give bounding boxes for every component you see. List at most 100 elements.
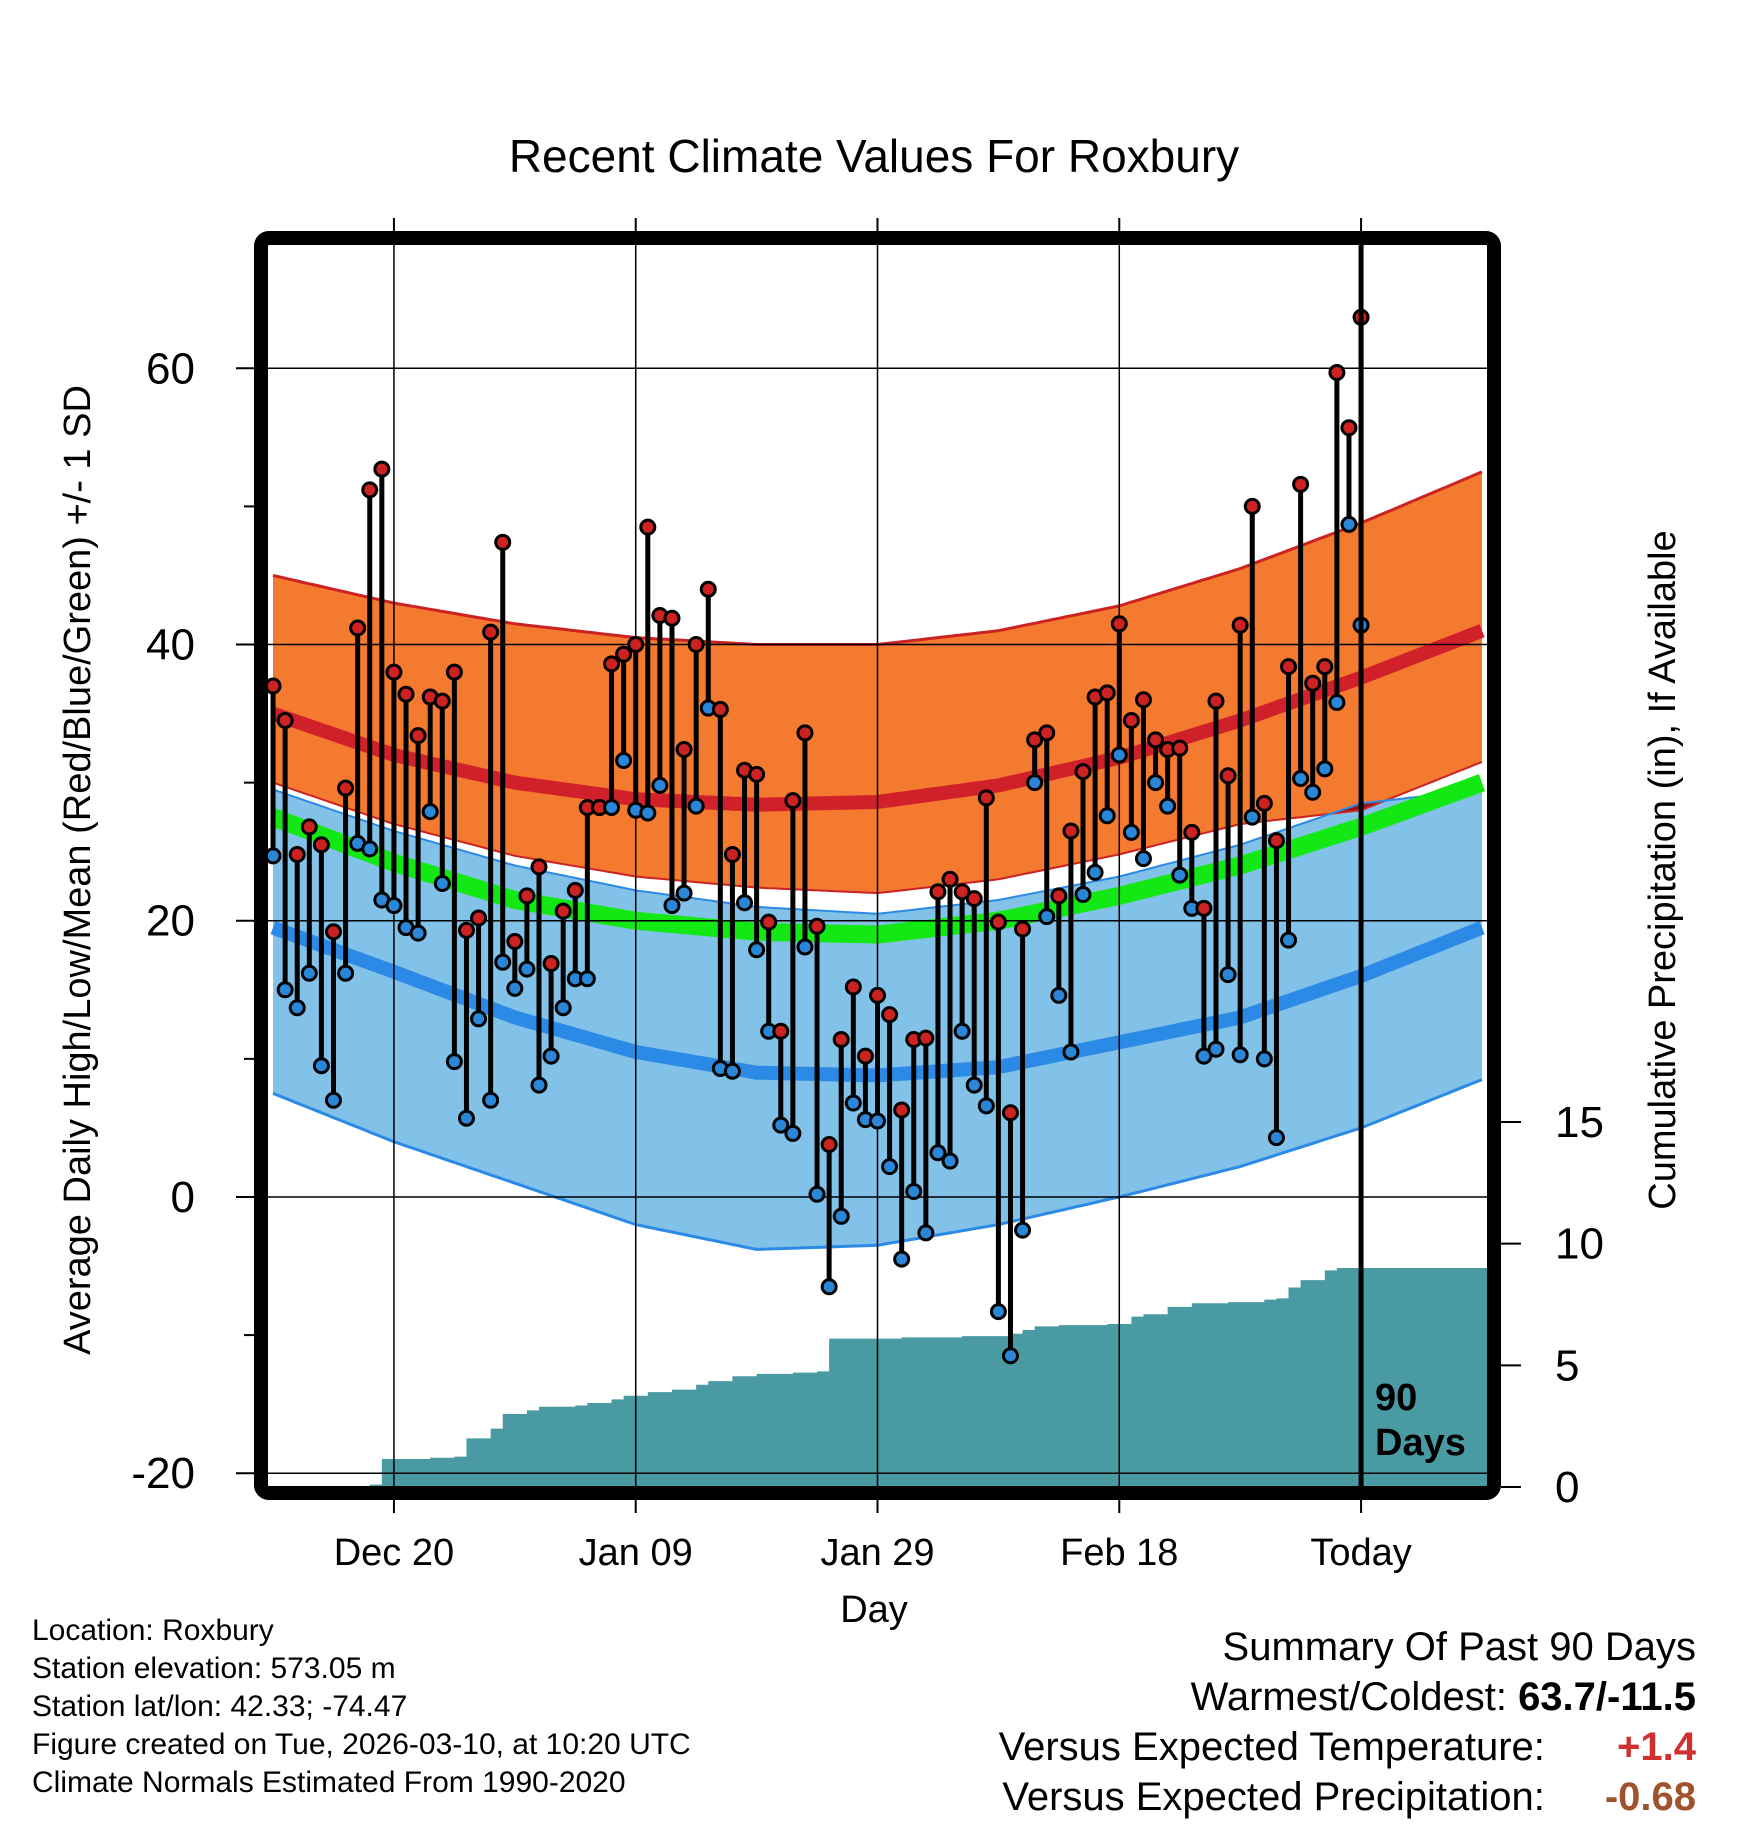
daily-low-point bbox=[772, 1116, 790, 1134]
daily-high-point bbox=[711, 700, 729, 718]
daily-high-point bbox=[1195, 899, 1213, 917]
daily-low-point bbox=[1243, 808, 1261, 826]
daily-high-point bbox=[1171, 739, 1189, 757]
daily-high-point bbox=[748, 765, 766, 783]
daily-high-point bbox=[457, 921, 475, 939]
temp-label: Versus Expected Temperature: bbox=[998, 1725, 1545, 1769]
daily-high-point bbox=[929, 883, 947, 901]
daily-high-point bbox=[1280, 658, 1298, 676]
daily-low-point bbox=[267, 847, 282, 865]
daily-low-point bbox=[494, 953, 512, 971]
info-normals: Climate Normals Estimated From 1990-2020 bbox=[32, 1766, 626, 1799]
daily-low-point bbox=[723, 1062, 741, 1080]
daily-high-point bbox=[1110, 615, 1128, 633]
daily-high-point bbox=[627, 636, 645, 654]
daily-low-point bbox=[603, 798, 621, 816]
y-tick-label: 60 bbox=[146, 344, 195, 393]
daily-low-point bbox=[808, 1185, 826, 1203]
daily-low-point bbox=[965, 1076, 983, 1094]
daily-low-point bbox=[748, 941, 766, 959]
y2-tick-label: 5 bbox=[1555, 1341, 1579, 1390]
daily-high-point bbox=[361, 481, 379, 499]
daily-high-point bbox=[699, 580, 717, 598]
x-tick-label: Jan 29 bbox=[820, 1532, 934, 1574]
y-tick-label: 40 bbox=[146, 621, 195, 670]
daily-high-point bbox=[1038, 724, 1056, 742]
daily-low-point bbox=[1147, 774, 1165, 792]
daily-high-point bbox=[760, 913, 778, 931]
daily-high-point bbox=[808, 917, 826, 935]
y2-tick-label: 15 bbox=[1555, 1098, 1604, 1147]
daily-low-point bbox=[324, 1091, 342, 1109]
daily-low-point bbox=[1280, 931, 1298, 949]
summary-precip: Versus Expected Precipitation: -0.68 bbox=[999, 1772, 1696, 1822]
daily-low-point bbox=[869, 1112, 886, 1130]
daily-low-point bbox=[1219, 966, 1237, 984]
daily-high-point bbox=[494, 533, 512, 551]
precip-label: Versus Expected Precipitation: bbox=[1002, 1775, 1545, 1819]
info-created: Figure created on Tue, 2026-03-10, at 10… bbox=[32, 1728, 691, 1761]
today-label-line1: 90 bbox=[1375, 1377, 1417, 1419]
daily-low-point bbox=[1001, 1347, 1019, 1365]
daily-high-point bbox=[276, 711, 294, 729]
y-tick-label: -20 bbox=[131, 1449, 195, 1498]
daily-low-point bbox=[1014, 1221, 1032, 1239]
daily-high-point bbox=[288, 845, 306, 863]
daily-high-point bbox=[1014, 920, 1032, 938]
daily-low-point bbox=[917, 1224, 935, 1242]
daily-high-point bbox=[1219, 767, 1237, 785]
daily-high-point bbox=[796, 724, 814, 742]
daily-low-point bbox=[421, 803, 439, 821]
daily-low-point bbox=[276, 981, 294, 999]
daily-low-point bbox=[1255, 1050, 1273, 1068]
info-elevation: Station elevation: 573.05 m bbox=[32, 1652, 396, 1685]
daily-high-point bbox=[639, 518, 657, 536]
daily-low-point bbox=[385, 897, 403, 915]
daily-low-point bbox=[578, 970, 596, 988]
daily-high-point bbox=[470, 909, 488, 927]
daily-high-point bbox=[373, 460, 391, 478]
daily-low-point bbox=[651, 776, 669, 794]
plot-frame bbox=[254, 231, 1501, 1500]
daily-high-point bbox=[1183, 823, 1201, 841]
daily-high-point bbox=[1207, 692, 1225, 710]
daily-low-point bbox=[361, 840, 379, 858]
daily-low-point bbox=[457, 1109, 475, 1127]
daily-high-point bbox=[1231, 616, 1249, 634]
daily-low-point bbox=[1074, 886, 1092, 904]
y2-tick-label: 0 bbox=[1555, 1463, 1579, 1512]
daily-high-point bbox=[312, 836, 330, 854]
x-tick-label: Today bbox=[1310, 1532, 1411, 1574]
daily-high-point bbox=[844, 978, 862, 996]
daily-low-point bbox=[1171, 866, 1189, 884]
daily-low-point bbox=[1304, 783, 1322, 801]
summary-title: Summary Of Past 90 Days bbox=[1222, 1625, 1696, 1669]
daily-high-point bbox=[300, 818, 318, 836]
daily-high-point bbox=[1328, 363, 1346, 381]
daily-low-point bbox=[663, 897, 681, 915]
x-tick-label: Jan 09 bbox=[579, 1532, 693, 1574]
precip-value: -0.68 bbox=[1604, 1775, 1696, 1819]
daily-high-point bbox=[324, 923, 342, 941]
daily-low-point bbox=[1159, 797, 1177, 815]
daily-high-point bbox=[530, 858, 548, 876]
y2-axis-label: Cumulative Precipitation (in), If Availa… bbox=[1642, 530, 1684, 1209]
daily-high-point bbox=[445, 663, 463, 681]
daily-high-point bbox=[349, 619, 367, 637]
daily-high-point bbox=[675, 740, 693, 758]
daily-low-point bbox=[844, 1094, 862, 1112]
daily-low-point bbox=[1026, 774, 1044, 792]
daily-low-point bbox=[288, 999, 306, 1017]
daily-low-point bbox=[881, 1158, 899, 1176]
daily-low-point bbox=[1110, 746, 1128, 764]
daily-high-point bbox=[820, 1135, 838, 1153]
info-location: Location: Roxbury bbox=[32, 1614, 274, 1647]
daily-low-point bbox=[470, 1010, 488, 1028]
daily-low-point bbox=[1328, 694, 1346, 712]
summary-panel: Summary Of Past 90 Days Warmest/Coldest:… bbox=[999, 1622, 1696, 1822]
daily-low-point bbox=[941, 1152, 959, 1170]
daily-high-point bbox=[1098, 684, 1116, 702]
daily-low-point bbox=[1340, 515, 1358, 533]
daily-high-point bbox=[1292, 475, 1310, 493]
daily-high-point bbox=[869, 986, 886, 1004]
